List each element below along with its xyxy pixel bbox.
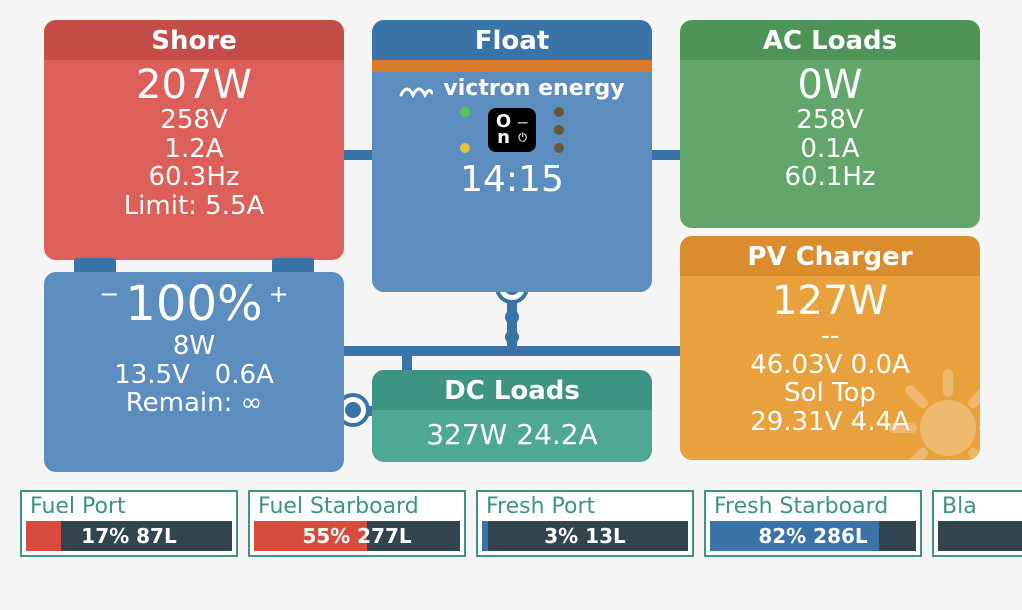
flow-dot-2 (505, 330, 519, 344)
tank-text: 17% 87L (26, 521, 232, 551)
shore-limit: Limit: 5.5A (44, 192, 344, 221)
led-left-0 (460, 107, 470, 117)
victron-logo-icon (399, 77, 433, 101)
battery-percent: 100% (125, 276, 262, 332)
inverter-time: 14:15 (372, 159, 652, 200)
led-left-2 (460, 143, 470, 153)
ac-power: 0W (680, 64, 980, 106)
tank-0[interactable]: Fuel Port17% 87L (20, 490, 238, 557)
tank-bar: 55% 277L (254, 521, 460, 551)
shore-title: Shore (44, 20, 344, 60)
ac-loads-title: AC Loads (680, 20, 980, 60)
inverter-leds-left (460, 107, 470, 153)
tank-text: 82% 286L (710, 521, 916, 551)
battery-power: 8W (44, 332, 344, 361)
battery-voltage: 13.5V (114, 360, 190, 390)
battery-terminals (44, 258, 344, 272)
battery-terminal-neg (74, 258, 116, 272)
shore-freq: 60.3Hz (44, 163, 344, 192)
tanks-row: Fuel Port17% 87LFuel Starboard55% 277LFr… (20, 490, 1022, 557)
inverter-brand: victron energy (372, 76, 652, 101)
flow-dot-1 (505, 310, 519, 324)
ac-freq: 60.1Hz (680, 163, 980, 192)
battery-terminal-pos (272, 258, 314, 272)
battery-remain: Remain: ∞ (44, 389, 344, 418)
ac-voltage: 258V (680, 106, 980, 135)
inverter-switch-label: On (496, 114, 511, 146)
shore-body: 207W 258V 1.2A 60.3Hz Limit: 5.5A (44, 60, 344, 260)
inverter-device: On —⏻ (372, 107, 652, 153)
tank-bar: 3% 13L (482, 521, 688, 551)
tank-label: Fresh Port (478, 492, 692, 521)
tank-2[interactable]: Fresh Port3% 13L (476, 490, 694, 557)
battery-pct-row: − 100% + (44, 272, 344, 332)
ac-loads-body: 0W 258V 0.1A 60.1Hz (680, 60, 980, 228)
inverter-body: victron energy On —⏻ 14:15 (372, 60, 652, 292)
battery-va: 13.5V 0.6A (44, 361, 344, 390)
inverter-brand-text: victron energy (443, 76, 624, 101)
pv-dash: -- (680, 322, 980, 351)
tank-bar: 82% 286L (710, 521, 916, 551)
dc-loads-value: 327W 24.2A (372, 410, 652, 462)
tank-bar: 17% 87L (26, 521, 232, 551)
pv-power: 127W (680, 280, 980, 322)
inverter-switch[interactable]: On —⏻ (488, 108, 536, 152)
tank-label: Fresh Starboard (706, 492, 920, 521)
dashboard-canvas: Shore 207W 258V 1.2A 60.3Hz Limit: 5.5A … (20, 20, 1002, 590)
battery-current: 0.6A (215, 360, 274, 390)
tank-text (938, 521, 1022, 551)
tank-label: Bla (934, 492, 1022, 521)
battery-panel[interactable]: − 100% + 8W 13.5V 0.6A Remain: ∞ (44, 272, 344, 472)
battery-plus-icon: + (269, 280, 289, 308)
shore-panel[interactable]: Shore 207W 258V 1.2A 60.3Hz Limit: 5.5A (44, 20, 344, 260)
inverter-leds-right (554, 107, 564, 153)
inverter-panel[interactable]: Float victron energy On —⏻ (372, 20, 652, 292)
cable-horizontal-bus (320, 346, 704, 356)
led-right-1 (554, 125, 564, 135)
tank-label: Fuel Port (22, 492, 236, 521)
sun-icon (888, 368, 980, 460)
pv-title: PV Charger (680, 236, 980, 276)
shore-power: 207W (44, 64, 344, 106)
tank-bar (938, 521, 1022, 551)
led-left-1 (460, 125, 470, 135)
dc-loads-panel[interactable]: DC Loads 327W 24.2A (372, 370, 652, 462)
tank-4[interactable]: Bla (932, 490, 1022, 557)
tank-text: 3% 13L (482, 521, 688, 551)
dc-loads-title: DC Loads (372, 370, 652, 410)
shore-current: 1.2A (44, 135, 344, 164)
tank-text: 55% 277L (254, 521, 460, 551)
ac-current: 0.1A (680, 135, 980, 164)
inverter-title: Float (372, 20, 652, 60)
pv-panel[interactable]: PV Charger 127W -- 46.03V 0.0A Sol Top 2… (680, 236, 980, 460)
led-right-0 (554, 107, 564, 117)
inverter-switch-icons: —⏻ (517, 116, 528, 145)
tank-1[interactable]: Fuel Starboard55% 277L (248, 490, 466, 557)
pv-body: 127W -- 46.03V 0.0A Sol Top 29.31V 4.4A (680, 276, 980, 460)
led-right-2 (554, 143, 564, 153)
tank-3[interactable]: Fresh Starboard82% 286L (704, 490, 922, 557)
ac-loads-panel[interactable]: AC Loads 0W 258V 0.1A 60.1Hz (680, 20, 980, 228)
shore-voltage: 258V (44, 106, 344, 135)
battery-minus-icon: − (99, 280, 119, 308)
inverter-accent-bar (372, 60, 652, 72)
tank-label: Fuel Starboard (250, 492, 464, 521)
